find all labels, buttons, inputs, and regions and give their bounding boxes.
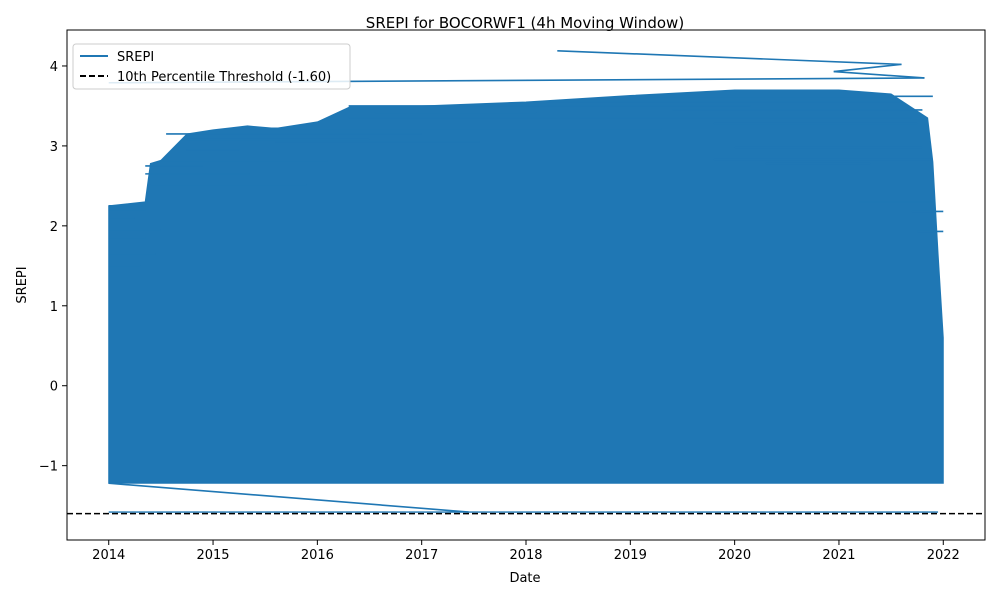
- chart-title: SREPI for BOCORWF1 (4h Moving Window): [366, 14, 684, 32]
- x-tick-label-2018: 2018: [509, 548, 542, 563]
- x-axis-label: Date: [509, 571, 540, 586]
- y-tick-label-1: 0: [50, 380, 58, 395]
- srepi-spike-2: [833, 63, 902, 73]
- y-axis: −1 0 1 2 3 4: [39, 60, 67, 475]
- legend-label-threshold: 10th Percentile Threshold (-1.60): [117, 70, 331, 85]
- y-tick-label-5: 4: [50, 60, 58, 75]
- srepi-spike-3: [557, 49, 902, 66]
- legend-box: [72, 43, 351, 90]
- legend-label-srepi: SREPI: [117, 50, 154, 65]
- plot-area: [67, 49, 985, 515]
- x-axis: 2014 2015 2016 2017 2018 2019 2020 2021 2022: [92, 540, 960, 563]
- y-tick-label-4: 3: [50, 140, 58, 155]
- x-tick-label-2015: 2015: [196, 548, 229, 563]
- x-tick-label-2016: 2016: [301, 548, 334, 563]
- y-tick-label-0: −1: [39, 460, 58, 475]
- srepi-band: [108, 89, 944, 484]
- x-tick-label-2014: 2014: [92, 548, 125, 563]
- x-tick-label-2019: 2019: [614, 548, 647, 563]
- y-axis-label: SREPI: [15, 266, 30, 303]
- x-tick-label-2020: 2020: [718, 548, 751, 563]
- y-tick-label-3: 2: [50, 220, 58, 235]
- legend: SREPI 10th Percentile Threshold (-1.60): [72, 43, 351, 90]
- y-tick-label-2: 1: [50, 300, 58, 315]
- x-tick-label-2017: 2017: [405, 548, 438, 563]
- srepi-spike-1: [833, 70, 925, 79]
- x-tick-label-2021: 2021: [822, 548, 855, 563]
- x-tick-label-2022: 2022: [927, 548, 960, 563]
- srepi-spike-4: [108, 482, 469, 513]
